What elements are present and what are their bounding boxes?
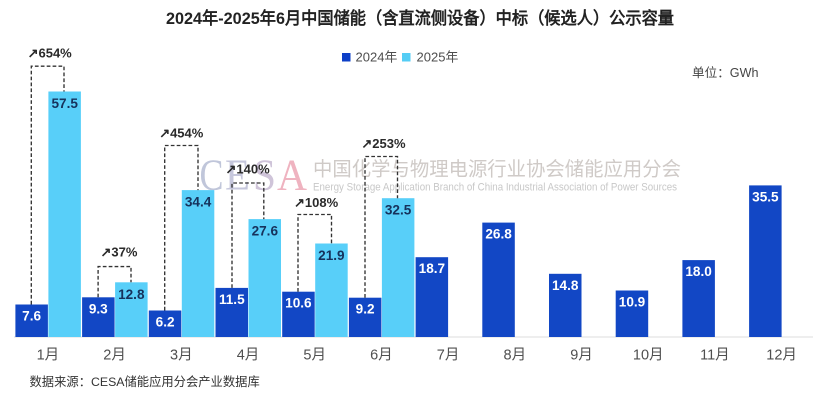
svg-text:2024年: 2024年 <box>356 50 398 65</box>
svg-text:S: S <box>253 150 276 200</box>
svg-text:27.6: 27.6 <box>252 224 279 239</box>
svg-text:2月: 2月 <box>103 348 126 364</box>
svg-text:数据来源：CESA储能应用分会产业数据库: 数据来源：CESA储能应用分会产业数据库 <box>30 374 260 389</box>
svg-text:35.5: 35.5 <box>752 189 779 204</box>
svg-text:单位：GWh: 单位：GWh <box>692 66 758 80</box>
svg-text:6.2: 6.2 <box>156 315 175 330</box>
svg-text:34.4: 34.4 <box>185 195 212 210</box>
svg-text:↗253%: ↗253% <box>361 136 406 151</box>
svg-text:26.8: 26.8 <box>485 227 512 242</box>
svg-text:18.7: 18.7 <box>419 261 445 276</box>
svg-text:9.2: 9.2 <box>356 302 375 317</box>
svg-text:12.8: 12.8 <box>118 287 145 302</box>
svg-text:4月: 4月 <box>237 348 260 364</box>
svg-text:11月: 11月 <box>700 348 730 364</box>
svg-text:↗654%: ↗654% <box>28 46 73 61</box>
svg-text:21.9: 21.9 <box>318 248 345 263</box>
svg-text:6月: 6月 <box>370 348 393 364</box>
svg-text:9.3: 9.3 <box>89 301 108 316</box>
svg-text:A: A <box>277 150 307 200</box>
svg-text:↗140%: ↗140% <box>226 161 271 176</box>
svg-text:中国化学与物理电源行业协会储能应用分会: 中国化学与物理电源行业协会储能应用分会 <box>313 159 681 181</box>
svg-text:↗37%: ↗37% <box>101 245 138 260</box>
svg-text:↗454%: ↗454% <box>159 126 204 141</box>
svg-text:2024年-2025年6月中国储能（含直流侧设备）中标（候选: 2024年-2025年6月中国储能（含直流侧设备）中标（候选人）公示容量 <box>166 8 674 28</box>
svg-text:32.5: 32.5 <box>385 203 412 218</box>
svg-text:10月: 10月 <box>633 348 664 364</box>
svg-text:10.9: 10.9 <box>619 295 646 310</box>
svg-text:9月: 9月 <box>570 348 593 364</box>
svg-text:7.6: 7.6 <box>22 309 41 324</box>
svg-text:Energy Storage Application Bra: Energy Storage Application Branch of Chi… <box>313 182 677 194</box>
svg-text:18.0: 18.0 <box>685 264 711 279</box>
svg-text:12月: 12月 <box>766 348 797 364</box>
svg-text:2025年: 2025年 <box>417 50 459 65</box>
svg-text:↗108%: ↗108% <box>294 195 339 210</box>
svg-text:E: E <box>225 150 250 200</box>
svg-text:1月: 1月 <box>37 348 60 364</box>
svg-text:8月: 8月 <box>504 348 527 364</box>
svg-text:11.5: 11.5 <box>219 292 245 307</box>
svg-text:14.8: 14.8 <box>552 278 579 293</box>
svg-text:3月: 3月 <box>170 348 193 364</box>
svg-text:7月: 7月 <box>437 348 460 364</box>
svg-text:10.6: 10.6 <box>285 296 312 311</box>
svg-text:57.5: 57.5 <box>51 96 78 111</box>
svg-text:5月: 5月 <box>303 348 326 364</box>
